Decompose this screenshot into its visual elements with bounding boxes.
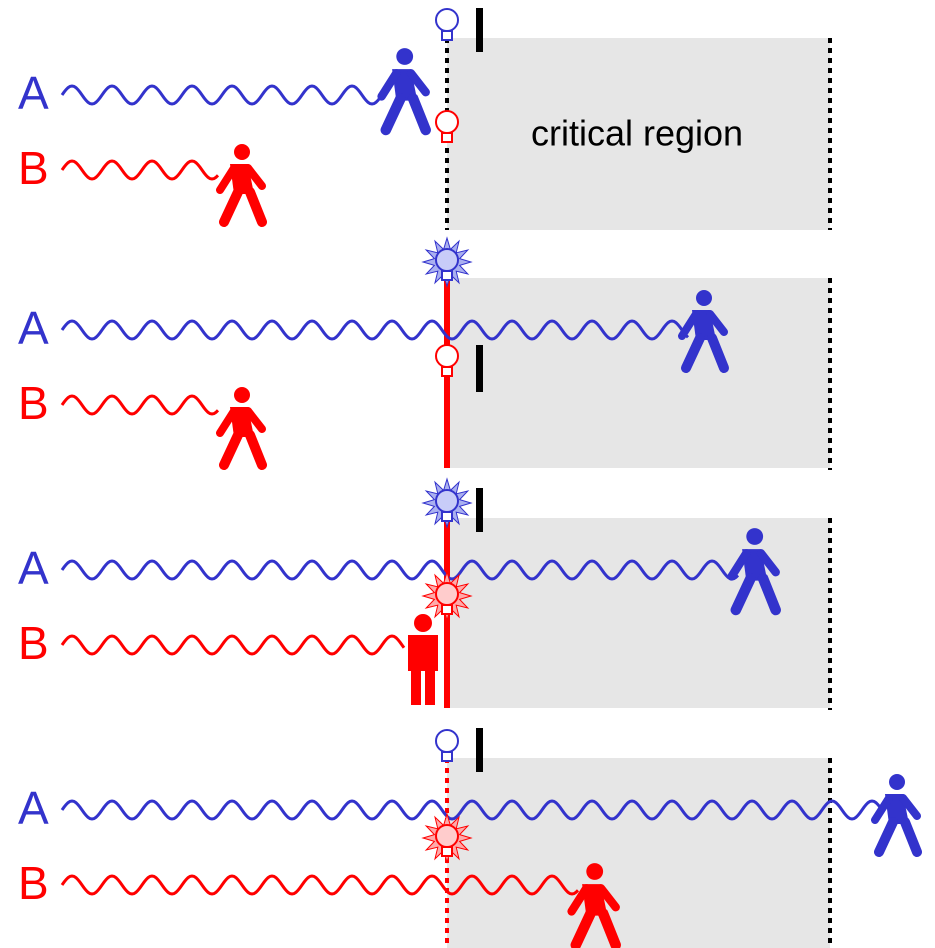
bar	[476, 8, 483, 52]
legs	[879, 822, 917, 852]
torso	[408, 635, 438, 671]
backgrounds	[447, 38, 830, 948]
legs	[386, 99, 426, 131]
head	[889, 774, 905, 790]
head	[746, 528, 763, 545]
legs	[224, 192, 262, 222]
leg	[425, 669, 435, 705]
diagram: critical region ABABABAB	[0, 0, 935, 948]
region-box	[447, 758, 830, 948]
wavy-line	[62, 86, 380, 104]
walker	[875, 774, 917, 852]
walker	[382, 48, 426, 130]
bulb	[436, 730, 458, 761]
label-a: A	[18, 782, 49, 834]
leg	[411, 669, 421, 705]
head	[586, 863, 603, 880]
standing-person	[408, 614, 438, 705]
bulb	[436, 9, 458, 40]
region-label: critical region	[531, 113, 743, 154]
base	[442, 133, 452, 142]
walker	[220, 144, 262, 222]
glass	[436, 730, 458, 752]
legs	[224, 435, 262, 465]
glass	[436, 345, 458, 367]
base	[442, 512, 452, 521]
label-a: A	[18, 67, 49, 119]
wavy-line	[62, 396, 218, 414]
glass	[436, 9, 458, 31]
head	[234, 387, 250, 403]
label-a: A	[18, 542, 49, 594]
base	[442, 752, 452, 761]
bar	[476, 488, 483, 532]
glass	[436, 583, 458, 605]
head	[414, 614, 432, 632]
glass	[436, 490, 458, 512]
head	[696, 290, 712, 306]
label-b: B	[18, 857, 49, 909]
base	[442, 367, 452, 376]
walker	[220, 387, 262, 465]
base	[442, 605, 452, 614]
base	[442, 271, 452, 280]
label-a: A	[18, 302, 49, 354]
glass	[436, 111, 458, 133]
head	[234, 144, 250, 160]
label-b: B	[18, 617, 49, 669]
label-b: B	[18, 377, 49, 429]
base	[442, 31, 452, 40]
region-box	[447, 278, 830, 468]
base	[442, 847, 452, 856]
wavy-line	[62, 636, 404, 654]
head	[396, 48, 413, 65]
glass	[436, 825, 458, 847]
label-b: B	[18, 142, 49, 194]
bar	[476, 345, 483, 392]
bar	[476, 728, 483, 772]
glass	[436, 249, 458, 271]
wavy-line	[62, 161, 218, 179]
